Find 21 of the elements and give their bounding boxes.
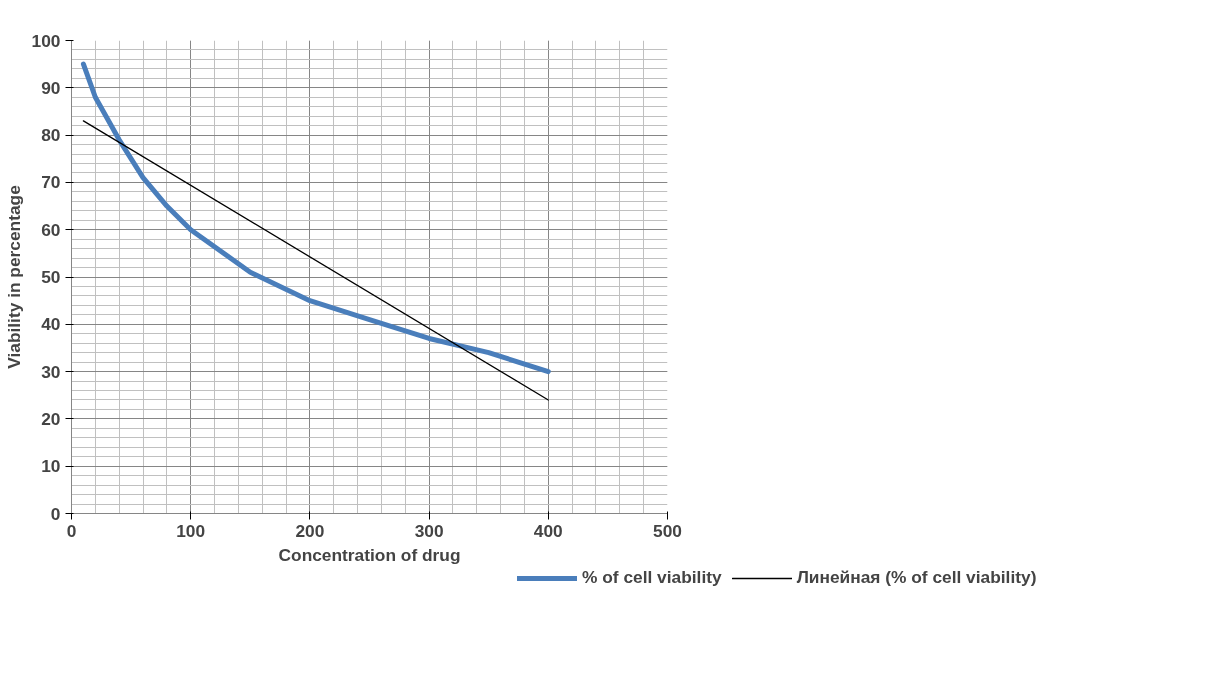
y-tick-label: 90 [41,77,61,98]
x-tick-label: 0 [66,520,77,541]
y-tick-label: 50 [41,267,61,287]
y-tick-label: 100 [31,30,61,51]
y-axis-title: Viability in percentage [3,184,24,369]
legend-label: Линейная (% of cell viability) [796,567,1037,588]
x-tick-label: 100 [176,520,206,541]
x-tick-label: 300 [414,520,444,541]
x-tick-label: 400 [533,520,563,541]
legend-label: % of cell viability [582,567,722,588]
y-tick-label: 0 [50,503,61,524]
x-tick-label: 200 [295,520,325,541]
y-tick-label: 30 [41,361,61,382]
y-tick-label: 80 [41,125,61,146]
y-tick-label: 60 [41,219,61,240]
y-tick-label: 20 [41,408,61,429]
x-axis-title: Concentration of drug [278,544,461,565]
y-tick-label: 10 [41,456,61,477]
x-tick-label: 500 [653,520,682,541]
y-tick-label: 70 [41,172,61,193]
y-tick-label: 40 [41,314,61,335]
